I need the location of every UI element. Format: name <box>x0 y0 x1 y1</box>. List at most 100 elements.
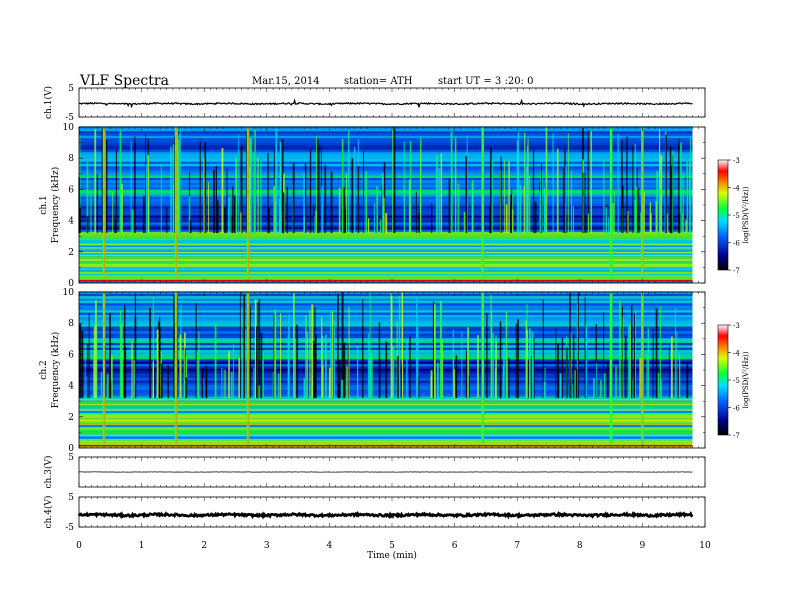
y-axis-label: ch.4(V) <box>43 496 54 529</box>
y-tick-label: -5 <box>65 523 74 533</box>
x-tick-label: 8 <box>577 541 583 551</box>
y-tick-label: 0 <box>68 279 74 289</box>
chart-title: VLF Spectra <box>80 73 169 89</box>
frequency-band <box>79 240 693 244</box>
frequency-band <box>79 417 693 421</box>
frequency-band <box>79 254 693 258</box>
frequency-band <box>79 128 693 132</box>
colorbar-tick-label: -6 <box>733 405 740 413</box>
frequency-band <box>79 191 693 195</box>
colorbar-tick-label: -6 <box>733 240 740 248</box>
frequency-band <box>79 163 693 167</box>
frequency-band <box>79 314 693 318</box>
frequency-band <box>79 431 693 435</box>
frequency-band <box>79 323 693 327</box>
date-label: Mar.15, 2014 <box>252 76 320 87</box>
frequency-band <box>79 161 693 164</box>
frequency-band <box>79 208 693 211</box>
y-tick-label: 6 <box>68 350 74 360</box>
frequency-band <box>79 166 693 169</box>
y-tick-label: -5 <box>65 113 74 123</box>
colorbar-tick-label: -7 <box>733 267 740 275</box>
x-tick-label: 0 <box>76 541 82 551</box>
frequency-band <box>79 328 693 332</box>
frequency-band <box>79 189 693 193</box>
colorbar-label: log(PSD(V²/Hz)) <box>742 351 750 408</box>
frequency-band <box>79 424 693 428</box>
frequency-band <box>79 410 693 414</box>
colorbar <box>717 324 729 436</box>
colorbar-tick-label: -3 <box>733 322 740 330</box>
y-tick-label: 8 <box>68 154 74 164</box>
frequency-band <box>79 316 693 320</box>
frequency-band <box>79 140 693 143</box>
frequency-band <box>79 205 693 209</box>
frequency-band <box>79 295 693 299</box>
frequency-band <box>79 319 693 322</box>
y-tick-label: 10 <box>63 288 75 298</box>
frequency-band <box>79 275 693 279</box>
frequency-band <box>79 177 693 181</box>
frequency-band <box>79 302 693 306</box>
frequency-band <box>79 298 693 301</box>
frequency-band <box>79 201 693 204</box>
x-tick-label: 9 <box>640 541 646 551</box>
frequency-band <box>79 333 693 336</box>
frequency-band <box>79 187 693 190</box>
colorbar-tick-label: -7 <box>733 432 740 440</box>
frequency-band <box>79 271 693 274</box>
frequency-band <box>79 180 693 183</box>
x-tick-label: 4 <box>327 541 333 551</box>
frequency-band <box>79 156 693 160</box>
y-tick-label: 10 <box>63 123 75 133</box>
frequency-band <box>79 175 693 178</box>
frequency-band <box>79 401 693 404</box>
frequency-band <box>79 135 693 139</box>
y-tick-label: 5 <box>68 453 74 463</box>
frequency-band <box>79 268 693 272</box>
no-data-region <box>692 292 705 448</box>
y-axis-label: ch.3(V) <box>43 456 54 489</box>
frequency-band <box>79 415 693 418</box>
frequency-band <box>79 259 693 263</box>
channel-label: ch.2 <box>39 360 49 379</box>
frequency-band <box>79 137 693 141</box>
y-tick-label: 4 <box>68 382 74 392</box>
frequency-band <box>79 133 693 136</box>
frequency-band <box>79 173 693 176</box>
frequency-band <box>79 426 693 430</box>
y-tick-label: 2 <box>68 413 74 423</box>
frequency-band <box>79 261 693 265</box>
frequency-band <box>79 130 693 134</box>
spectrogram-ch2 <box>79 291 731 449</box>
frequency-band <box>79 144 693 148</box>
frequency-band <box>79 335 693 339</box>
frequency-band <box>79 147 693 150</box>
frequency-band <box>79 210 693 214</box>
colorbar-tick-label: -5 <box>733 212 740 220</box>
waveform-trace-ch1 <box>79 98 693 109</box>
frequency-band <box>79 182 693 186</box>
y-tick-label: 5 <box>68 493 74 503</box>
frequency-band <box>79 419 693 423</box>
frequency-band <box>79 429 693 432</box>
frequency-band <box>79 293 693 297</box>
frequency-band <box>79 264 693 267</box>
frequency-band <box>79 198 693 202</box>
y-tick-label: 6 <box>68 185 74 195</box>
y-axis-label: ch.1(V) <box>43 86 54 119</box>
frequency-band <box>79 236 693 239</box>
frequency-band <box>79 307 693 311</box>
frequency-band <box>79 331 693 334</box>
frequency-band <box>79 305 693 308</box>
frequency-band <box>79 168 693 171</box>
frequency-band <box>79 151 693 155</box>
frequency-band <box>79 422 693 425</box>
x-tick-label: 2 <box>201 541 207 551</box>
colorbar-tick-label: -3 <box>733 157 740 165</box>
frequency-band <box>79 247 693 251</box>
x-tick-label: 6 <box>452 541 458 551</box>
panel-frame <box>78 496 706 528</box>
colorbar-tick-label: -5 <box>733 377 740 385</box>
